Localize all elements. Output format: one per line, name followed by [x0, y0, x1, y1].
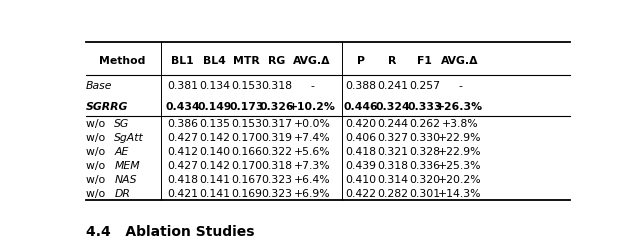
Text: 0.318: 0.318	[377, 161, 408, 170]
Text: BL1: BL1	[172, 56, 194, 66]
Text: MEM: MEM	[114, 161, 140, 170]
Text: AVG.Δ: AVG.Δ	[441, 56, 479, 66]
Text: 0.170: 0.170	[231, 133, 262, 143]
Text: 0.434: 0.434	[165, 102, 200, 112]
Text: AVG.Δ: AVG.Δ	[293, 56, 331, 66]
Text: 0.282: 0.282	[377, 188, 408, 198]
Text: SgAtt: SgAtt	[114, 133, 144, 143]
Text: 0.421: 0.421	[167, 188, 198, 198]
Text: 0.142: 0.142	[199, 133, 230, 143]
Text: 0.323: 0.323	[261, 174, 292, 184]
Text: 0.323: 0.323	[261, 188, 292, 198]
Text: 0.167: 0.167	[231, 174, 262, 184]
Text: AE: AE	[114, 147, 129, 157]
Text: 0.420: 0.420	[345, 119, 376, 129]
Text: 0.330: 0.330	[409, 133, 440, 143]
Text: +6.9%: +6.9%	[294, 188, 330, 198]
Text: 0.153: 0.153	[231, 81, 262, 91]
Text: 0.381: 0.381	[167, 81, 198, 91]
Text: +22.9%: +22.9%	[438, 147, 482, 157]
Text: 0.301: 0.301	[409, 188, 440, 198]
Text: 0.153: 0.153	[231, 119, 262, 129]
Text: 0.427: 0.427	[167, 133, 198, 143]
Text: RG: RG	[268, 56, 285, 66]
Text: R: R	[388, 56, 397, 66]
Text: 0.244: 0.244	[377, 119, 408, 129]
Text: 0.141: 0.141	[199, 188, 230, 198]
Text: 0.170: 0.170	[231, 161, 262, 170]
Text: 0.322: 0.322	[261, 147, 292, 157]
Text: +26.3%: +26.3%	[436, 102, 483, 112]
Text: +20.2%: +20.2%	[438, 174, 482, 184]
Text: 0.412: 0.412	[167, 147, 198, 157]
Text: w/o: w/o	[86, 147, 109, 157]
Text: 0.169: 0.169	[231, 188, 262, 198]
Text: 0.142: 0.142	[199, 161, 230, 170]
Text: 0.135: 0.135	[199, 119, 230, 129]
Text: BL4: BL4	[203, 56, 226, 66]
Text: 0.326: 0.326	[259, 102, 294, 112]
Text: SG: SG	[114, 119, 129, 129]
Text: 0.328: 0.328	[409, 147, 440, 157]
Text: 0.320: 0.320	[409, 174, 440, 184]
Text: 0.333: 0.333	[408, 102, 442, 112]
Text: 0.386: 0.386	[167, 119, 198, 129]
Text: 0.262: 0.262	[409, 119, 440, 129]
Text: +0.0%: +0.0%	[294, 119, 331, 129]
Text: MTR: MTR	[234, 56, 260, 66]
Text: w/o: w/o	[86, 188, 109, 198]
Text: w/o: w/o	[86, 133, 109, 143]
Text: 0.319: 0.319	[261, 133, 292, 143]
Text: +10.2%: +10.2%	[289, 102, 335, 112]
Text: 0.318: 0.318	[261, 81, 292, 91]
Text: 0.140: 0.140	[199, 147, 230, 157]
Text: 0.327: 0.327	[377, 133, 408, 143]
Text: +7.3%: +7.3%	[294, 161, 330, 170]
Text: 0.336: 0.336	[409, 161, 440, 170]
Text: -: -	[458, 81, 462, 91]
Text: w/o: w/o	[86, 119, 109, 129]
Text: 0.418: 0.418	[167, 174, 198, 184]
Text: 0.166: 0.166	[231, 147, 262, 157]
Text: 0.314: 0.314	[377, 174, 408, 184]
Text: DR: DR	[114, 188, 130, 198]
Text: 0.427: 0.427	[167, 161, 198, 170]
Text: 0.418: 0.418	[345, 147, 376, 157]
Text: 0.173: 0.173	[229, 102, 264, 112]
Text: 0.439: 0.439	[345, 161, 376, 170]
Text: 0.318: 0.318	[261, 161, 292, 170]
Text: 0.149: 0.149	[197, 102, 232, 112]
Text: +5.6%: +5.6%	[294, 147, 330, 157]
Text: 0.410: 0.410	[345, 174, 376, 184]
Text: 0.406: 0.406	[345, 133, 376, 143]
Text: 0.324: 0.324	[375, 102, 410, 112]
Text: NAS: NAS	[114, 174, 137, 184]
Text: 4.4   Ablation Studies: 4.4 Ablation Studies	[86, 224, 255, 238]
Text: 0.321: 0.321	[377, 147, 408, 157]
Text: -: -	[310, 81, 314, 91]
Text: P: P	[356, 56, 365, 66]
Text: 0.241: 0.241	[377, 81, 408, 91]
Text: +6.4%: +6.4%	[294, 174, 330, 184]
Text: +14.3%: +14.3%	[438, 188, 482, 198]
Text: +25.3%: +25.3%	[438, 161, 482, 170]
Text: 0.446: 0.446	[344, 102, 378, 112]
Text: 0.257: 0.257	[409, 81, 440, 91]
Text: w/o: w/o	[86, 174, 109, 184]
Text: Method: Method	[99, 56, 145, 66]
Text: 0.422: 0.422	[345, 188, 376, 198]
Text: w/o: w/o	[86, 161, 109, 170]
Text: SGRRG: SGRRG	[86, 102, 129, 112]
Text: 0.141: 0.141	[199, 174, 230, 184]
Text: Base: Base	[86, 81, 113, 91]
Text: 0.388: 0.388	[345, 81, 376, 91]
Text: +3.8%: +3.8%	[442, 119, 478, 129]
Text: 0.134: 0.134	[199, 81, 230, 91]
Text: 0.317: 0.317	[261, 119, 292, 129]
Text: +22.9%: +22.9%	[438, 133, 482, 143]
Text: +7.4%: +7.4%	[294, 133, 330, 143]
Text: F1: F1	[417, 56, 432, 66]
